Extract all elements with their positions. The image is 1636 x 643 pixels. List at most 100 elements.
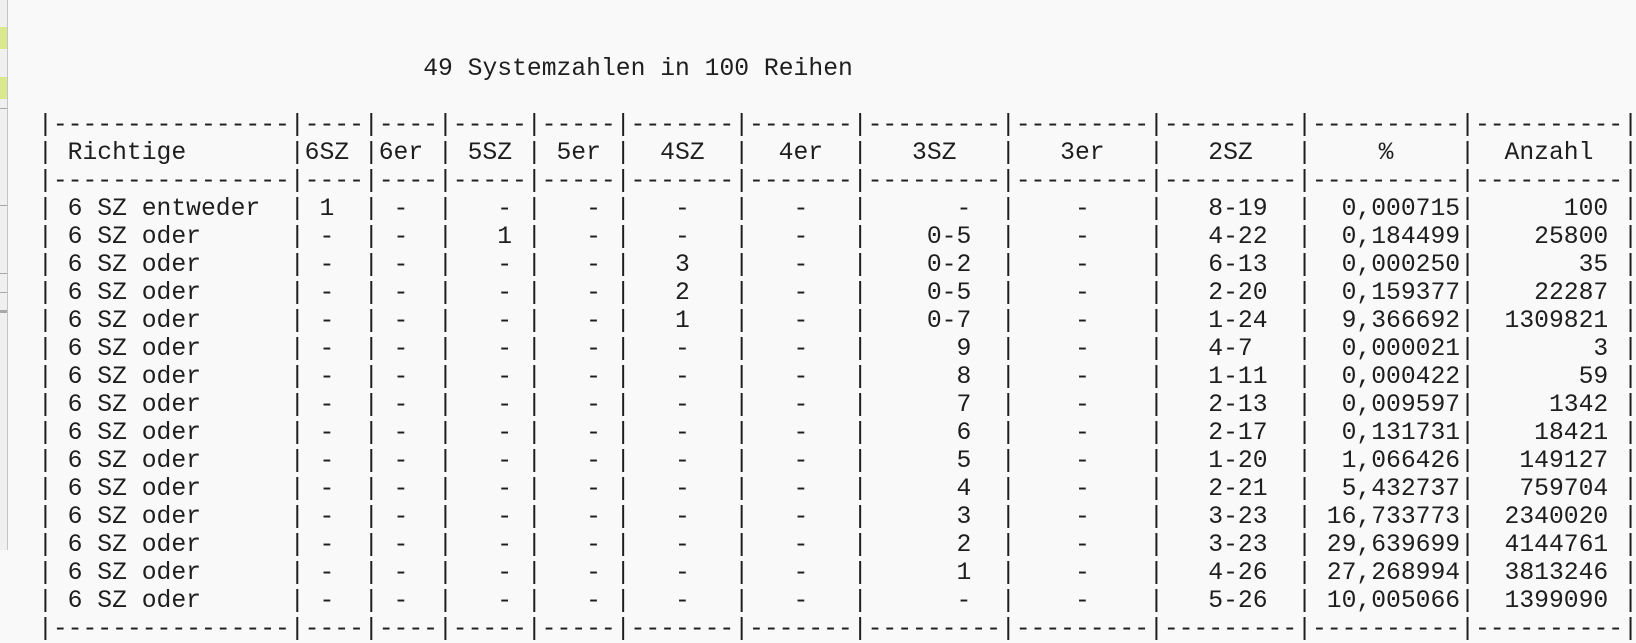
table-cell: - [586, 447, 601, 475]
highlight-block [0, 27, 7, 49]
column-separator: | [1460, 111, 1475, 139]
table-cell: 5 [956, 447, 972, 475]
table-cell: - [586, 223, 601, 251]
table-cell: - [674, 223, 690, 251]
table-cell: 0,000422 [1341, 363, 1461, 391]
column-separator: | [38, 447, 53, 475]
table-cell: - [793, 251, 809, 279]
table-cell: 1342 [1548, 391, 1609, 419]
column-separator: | [1149, 251, 1164, 279]
table-cell: 9,366692 [1341, 307, 1461, 335]
table-title-line: 49 Systemzahlen in 100 Reihen [38, 55, 1636, 83]
column-separator: | [1297, 223, 1312, 251]
column-separator: | [615, 587, 631, 615]
table-cell: - [319, 447, 335, 475]
table-cell: - [393, 475, 409, 503]
column-separator: | [363, 391, 379, 419]
column-separator: | [526, 503, 542, 531]
divider-dashes: ---- [304, 615, 364, 643]
table-cell: 3 [956, 503, 972, 531]
column-separator: | [289, 223, 305, 251]
table-cell: - [393, 279, 409, 307]
table-cell: 6 SZ oder [67, 531, 201, 559]
divider-dashes: ----- [452, 167, 527, 195]
table-cell: - [319, 251, 335, 279]
table-cell: - [393, 251, 409, 279]
divider-dashes: ---------------- [52, 167, 290, 195]
table-cell: - [793, 391, 809, 419]
column-separator: | [734, 559, 750, 587]
table-cell: - [497, 251, 513, 279]
column-header: Anzahl [1504, 139, 1594, 167]
column-separator: | [526, 475, 542, 503]
table-cell: - [793, 559, 809, 587]
column-separator: | [363, 559, 379, 587]
column-separator: | [1297, 279, 1312, 307]
column-separator: | [526, 559, 542, 587]
table-cell: - [1074, 223, 1090, 251]
column-separator: | [1297, 167, 1312, 195]
column-separator: | [38, 363, 53, 391]
column-separator: | [734, 587, 750, 615]
table-cell: 0,000250 [1341, 251, 1461, 279]
column-separator: | [1149, 363, 1164, 391]
column-separator: | [734, 503, 750, 531]
column-separator: | [615, 531, 631, 559]
table-cell: 1-24 [1208, 307, 1268, 335]
column-separator: | [363, 335, 379, 363]
table-cell: - [393, 195, 409, 223]
table-row: | 6 SZ oder | - | - | - | - | - | - | 4 | - | 2-21 | 5,432737… [38, 475, 1636, 503]
divider-dashes: --------- [1163, 167, 1298, 195]
table-cell: 0,159377 [1341, 279, 1461, 307]
table-cell: - [393, 531, 409, 559]
column-separator: | [289, 475, 305, 503]
column-header: 3er [1060, 139, 1105, 167]
column-separator: | [615, 139, 631, 167]
table-cell: - [956, 195, 972, 223]
column-header: 2SZ [1208, 139, 1253, 167]
table-cell: - [793, 419, 809, 447]
table-cell: - [586, 195, 601, 223]
column-separator: | [1623, 363, 1636, 391]
column-separator: | [526, 587, 542, 615]
column-separator: | [437, 307, 453, 335]
column-separator: | [734, 307, 750, 335]
table-cell: 29,639699 [1326, 531, 1461, 559]
column-separator: | [38, 419, 53, 447]
column-header: 6er [378, 139, 424, 167]
column-separator: | [363, 419, 379, 447]
column-separator: | [289, 615, 305, 643]
table-cell: - [1074, 335, 1090, 363]
table-cell: - [1074, 251, 1090, 279]
column-header: 6SZ [304, 139, 350, 167]
table-cell: 6 SZ entweder [67, 195, 261, 223]
column-separator: | [1297, 391, 1312, 419]
table-cell: - [319, 279, 335, 307]
column-separator: | [734, 391, 750, 419]
table-cell: - [586, 363, 601, 391]
divider-dashes: ---- [378, 111, 438, 139]
column-separator: | [1297, 559, 1312, 587]
table-cell: 6 SZ oder [67, 447, 201, 475]
divider [0, 108, 7, 109]
table-cell: 149127 [1519, 447, 1609, 475]
table-cell: 1 [497, 223, 513, 251]
table-cell: - [319, 223, 335, 251]
column-separator: | [526, 531, 542, 559]
column-separator: | [1000, 335, 1016, 363]
table-row: | 6 SZ oder | - | - | - | - | - | - | 2 | - | 3-23 | 29,63969… [38, 531, 1636, 559]
table-cell: - [674, 587, 690, 615]
table-cell: 2 [674, 279, 690, 307]
column-separator: | [1000, 167, 1016, 195]
table-cell: - [393, 419, 409, 447]
column-separator: | [1297, 335, 1312, 363]
column-separator: | [1297, 531, 1312, 559]
column-separator: | [1000, 195, 1016, 223]
column-header: 4er [778, 139, 824, 167]
column-separator: | [1460, 195, 1475, 223]
column-separator: | [38, 587, 53, 615]
table-cell: 8 [956, 363, 972, 391]
column-separator: | [1000, 251, 1016, 279]
column-separator: | [734, 139, 750, 167]
table-cell: - [793, 531, 809, 559]
